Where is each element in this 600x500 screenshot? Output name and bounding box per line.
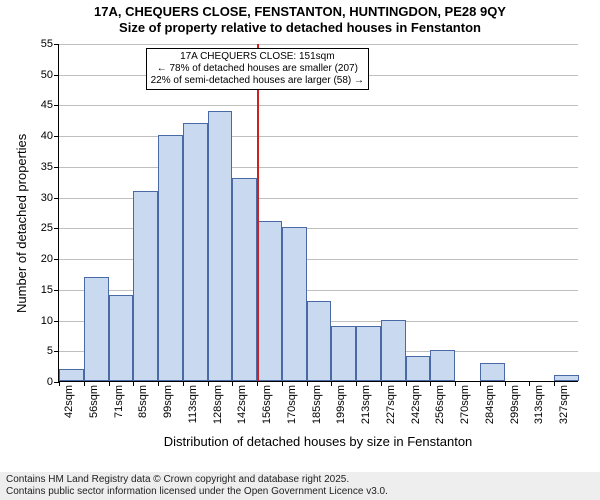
xtick-label: 170sqm xyxy=(282,381,298,424)
xtick-label: 142sqm xyxy=(232,381,248,424)
annotation-line: ← 78% of detached houses are smaller (20… xyxy=(151,63,364,75)
gridline xyxy=(59,44,578,45)
xtick-label: 327sqm xyxy=(554,381,570,424)
histogram-bar xyxy=(133,191,158,382)
ytick-label: 35 xyxy=(41,161,59,173)
xtick-label: 256sqm xyxy=(430,381,446,424)
ytick-label: 15 xyxy=(41,284,59,296)
xtick-label: 313sqm xyxy=(529,381,545,424)
chart-container: 17A, CHEQUERS CLOSE, FENSTANTON, HUNTING… xyxy=(0,0,600,500)
ytick-label: 20 xyxy=(41,253,59,265)
ytick-label: 55 xyxy=(41,38,59,50)
footer-line-1: Contains HM Land Registry data © Crown c… xyxy=(6,474,594,486)
histogram-bar xyxy=(232,178,257,381)
ytick-label: 40 xyxy=(41,130,59,142)
xtick-label: 85sqm xyxy=(133,381,149,418)
reference-line xyxy=(257,44,259,381)
ytick-label: 50 xyxy=(41,69,59,81)
plot-area: 051015202530354045505542sqm56sqm71sqm85s… xyxy=(58,44,578,382)
xtick-label: 213sqm xyxy=(356,381,372,424)
histogram-bar xyxy=(282,227,307,381)
histogram-bar xyxy=(84,277,109,381)
title-line-2: Size of property relative to detached ho… xyxy=(0,20,600,36)
gridline xyxy=(59,167,578,168)
histogram-bar xyxy=(109,295,134,381)
gridline xyxy=(59,105,578,106)
histogram-bar xyxy=(208,111,233,381)
title-line-1: 17A, CHEQUERS CLOSE, FENSTANTON, HUNTING… xyxy=(0,4,600,20)
annotation-line: 22% of semi-detached houses are larger (… xyxy=(151,75,364,87)
ytick-label: 0 xyxy=(47,376,59,388)
xtick-label: 299sqm xyxy=(505,381,521,424)
xtick-label: 128sqm xyxy=(208,381,224,424)
ytick-label: 45 xyxy=(41,99,59,111)
histogram-bar xyxy=(257,221,282,381)
histogram-bar xyxy=(158,135,183,381)
annotation-line: 17A CHEQUERS CLOSE: 151sqm xyxy=(151,51,364,63)
ytick-label: 30 xyxy=(41,192,59,204)
xtick-label: 99sqm xyxy=(158,381,174,418)
chart-title: 17A, CHEQUERS CLOSE, FENSTANTON, HUNTING… xyxy=(0,4,600,35)
annotation-box: 17A CHEQUERS CLOSE: 151sqm← 78% of detac… xyxy=(146,48,369,90)
xtick-label: 284sqm xyxy=(480,381,496,424)
histogram-bar xyxy=(406,356,431,381)
histogram-bar xyxy=(381,320,406,381)
xtick-label: 113sqm xyxy=(183,381,199,423)
ytick-label: 5 xyxy=(47,345,59,357)
histogram-bar xyxy=(331,326,356,381)
xtick-label: 270sqm xyxy=(455,381,471,424)
xtick-label: 227sqm xyxy=(381,381,397,424)
xtick-label: 156sqm xyxy=(257,381,273,424)
footer-line-2: Contains public sector information licen… xyxy=(6,486,594,498)
histogram-bar xyxy=(356,326,381,381)
x-axis-label: Distribution of detached houses by size … xyxy=(58,434,578,449)
gridline xyxy=(59,136,578,137)
ytick-label: 10 xyxy=(41,315,59,327)
histogram-bar xyxy=(430,350,455,381)
xtick-label: 199sqm xyxy=(331,381,347,424)
histogram-bar xyxy=(59,369,84,381)
xtick-label: 71sqm xyxy=(109,381,125,418)
ytick-label: 25 xyxy=(41,222,59,234)
histogram-bar xyxy=(480,363,505,381)
xtick-label: 56sqm xyxy=(84,381,100,418)
y-axis-label: Number of detached properties xyxy=(14,134,29,313)
xtick-label: 185sqm xyxy=(307,381,323,424)
histogram-bar xyxy=(183,123,208,381)
footer-attribution: Contains HM Land Registry data © Crown c… xyxy=(0,472,600,500)
xtick-label: 42sqm xyxy=(59,381,75,418)
histogram-bar xyxy=(307,301,332,381)
xtick-label: 242sqm xyxy=(406,381,422,424)
